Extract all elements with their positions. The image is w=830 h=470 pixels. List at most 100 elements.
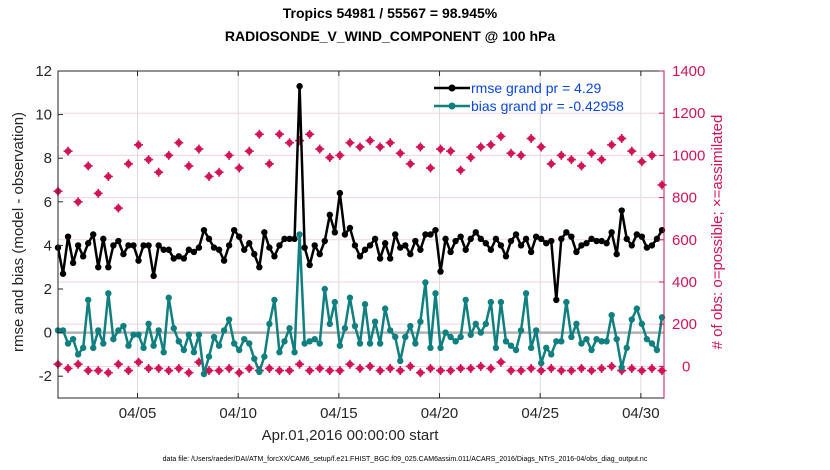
obs-point-obs_high	[355, 142, 365, 152]
series-point-bias	[130, 331, 137, 338]
obs-point-obs_high	[607, 140, 617, 150]
series-point-bias	[447, 333, 454, 341]
series-point-rmse	[296, 83, 303, 90]
series-point-rmse	[110, 242, 117, 249]
series-point-rmse	[633, 231, 641, 238]
series-point-bias	[427, 344, 434, 352]
series-point-rmse	[301, 244, 308, 251]
series-point-rmse	[623, 235, 630, 243]
obs-point-obs_low	[355, 363, 365, 373]
series-point-rmse	[281, 235, 288, 243]
series-point-rmse	[442, 235, 449, 243]
series-point-bias	[568, 333, 575, 341]
series-point-rmse	[311, 242, 318, 249]
y-tick-label: 2	[44, 281, 52, 298]
y-tick-label: 6	[44, 194, 52, 211]
series-point-bias	[241, 335, 248, 343]
series-point-bias	[276, 349, 283, 356]
series-point-rmse	[452, 237, 459, 245]
obs-point-obs_high	[486, 140, 496, 150]
y-right-tick-label: 0	[682, 358, 690, 375]
series-point-bias	[190, 349, 198, 356]
x-tick-label: 04/05	[119, 405, 157, 422]
x-tick-label: 04/20	[421, 405, 459, 422]
obs-point-obs_low	[113, 359, 123, 369]
obs-point-obs_high	[476, 142, 486, 152]
obs-point-obs_low	[436, 366, 446, 376]
obs-point-obs_high	[154, 167, 164, 177]
obs-point-obs_low	[204, 366, 214, 376]
series-point-rmse	[180, 255, 188, 262]
series-point-bias	[482, 320, 490, 328]
y-right-tick-label: 800	[672, 190, 697, 207]
series-point-bias	[306, 338, 313, 345]
series-point-rmse	[160, 246, 167, 253]
series-point-bias	[402, 333, 409, 341]
series-point-bias	[366, 340, 374, 347]
series-point-rmse	[568, 233, 575, 240]
obs-point-obs_low	[576, 363, 586, 373]
series-point-bias	[251, 355, 258, 362]
obs-point-obs_high	[556, 150, 566, 160]
series-point-rmse	[241, 246, 248, 253]
series-point-bias	[74, 351, 82, 358]
obs-point-obs_low	[597, 363, 607, 373]
obs-point-obs_low	[184, 368, 194, 378]
obs-point-obs_high	[73, 197, 83, 207]
series-point-rmse	[356, 253, 364, 260]
series-point-rmse	[84, 240, 92, 247]
obs-point-obs_low	[637, 366, 647, 376]
obs-point-obs_low	[456, 363, 466, 373]
series-point-rmse	[336, 189, 344, 197]
x-axis-label: Apr.01,2016 00:00:00 start	[262, 427, 440, 444]
series-point-bias	[618, 364, 625, 371]
obs-point-obs_low	[123, 366, 133, 376]
obs-point-obs_low	[295, 359, 305, 369]
series-point-rmse	[462, 246, 469, 253]
series-point-rmse	[618, 207, 625, 214]
series-point-bias	[215, 342, 223, 349]
series-point-bias	[185, 331, 193, 338]
obs-point-obs_high	[385, 138, 395, 148]
obs-point-obs_high	[365, 136, 375, 146]
data-file-footer: data file: /Users/raeder/DAI/ATM_forcXX/…	[163, 456, 648, 463]
series-point-bias	[613, 335, 620, 343]
series-point-rmse	[472, 229, 479, 236]
series-point-rmse	[100, 235, 107, 243]
series-point-rmse	[316, 250, 323, 258]
series-point-rmse	[497, 242, 505, 249]
series-point-bias	[628, 316, 635, 323]
series-point-rmse	[125, 242, 132, 249]
series-point-bias	[507, 342, 515, 349]
series-point-bias	[321, 285, 328, 293]
obs-point-obs_low	[305, 366, 315, 376]
series-point-rmse	[64, 233, 72, 240]
series-point-bias	[120, 322, 127, 330]
series-point-rmse	[487, 246, 495, 253]
obs-point-obs_high	[174, 138, 184, 148]
series-point-bias	[397, 357, 404, 365]
obs-point-obs_high	[274, 129, 284, 139]
series-point-bias	[140, 344, 147, 352]
series-point-rmse	[573, 248, 580, 256]
series-point-rmse	[543, 240, 550, 247]
y-tick-label: 10	[35, 107, 52, 124]
series-point-bias	[462, 296, 469, 304]
obs-point-obs_high	[446, 146, 456, 156]
series-point-rmse	[588, 235, 595, 243]
series-point-rmse	[537, 235, 545, 243]
obs-point-obs_low	[285, 366, 295, 376]
series-point-bias	[336, 342, 344, 349]
x-tick-label: 04/10	[219, 405, 257, 422]
obs-point-obs_high	[345, 138, 355, 148]
y-tick-label: 12	[35, 63, 52, 80]
obs-point-obs_low	[214, 366, 224, 376]
series-point-bias	[512, 346, 520, 354]
obs-point-obs_high	[315, 144, 325, 154]
obs-point-obs_high	[637, 157, 647, 167]
obs-point-obs_high	[264, 159, 274, 169]
series-point-rmse	[648, 242, 656, 249]
obs-point-obs_low	[587, 366, 597, 376]
series-point-bias	[261, 353, 268, 360]
series-point-rmse	[210, 244, 218, 251]
